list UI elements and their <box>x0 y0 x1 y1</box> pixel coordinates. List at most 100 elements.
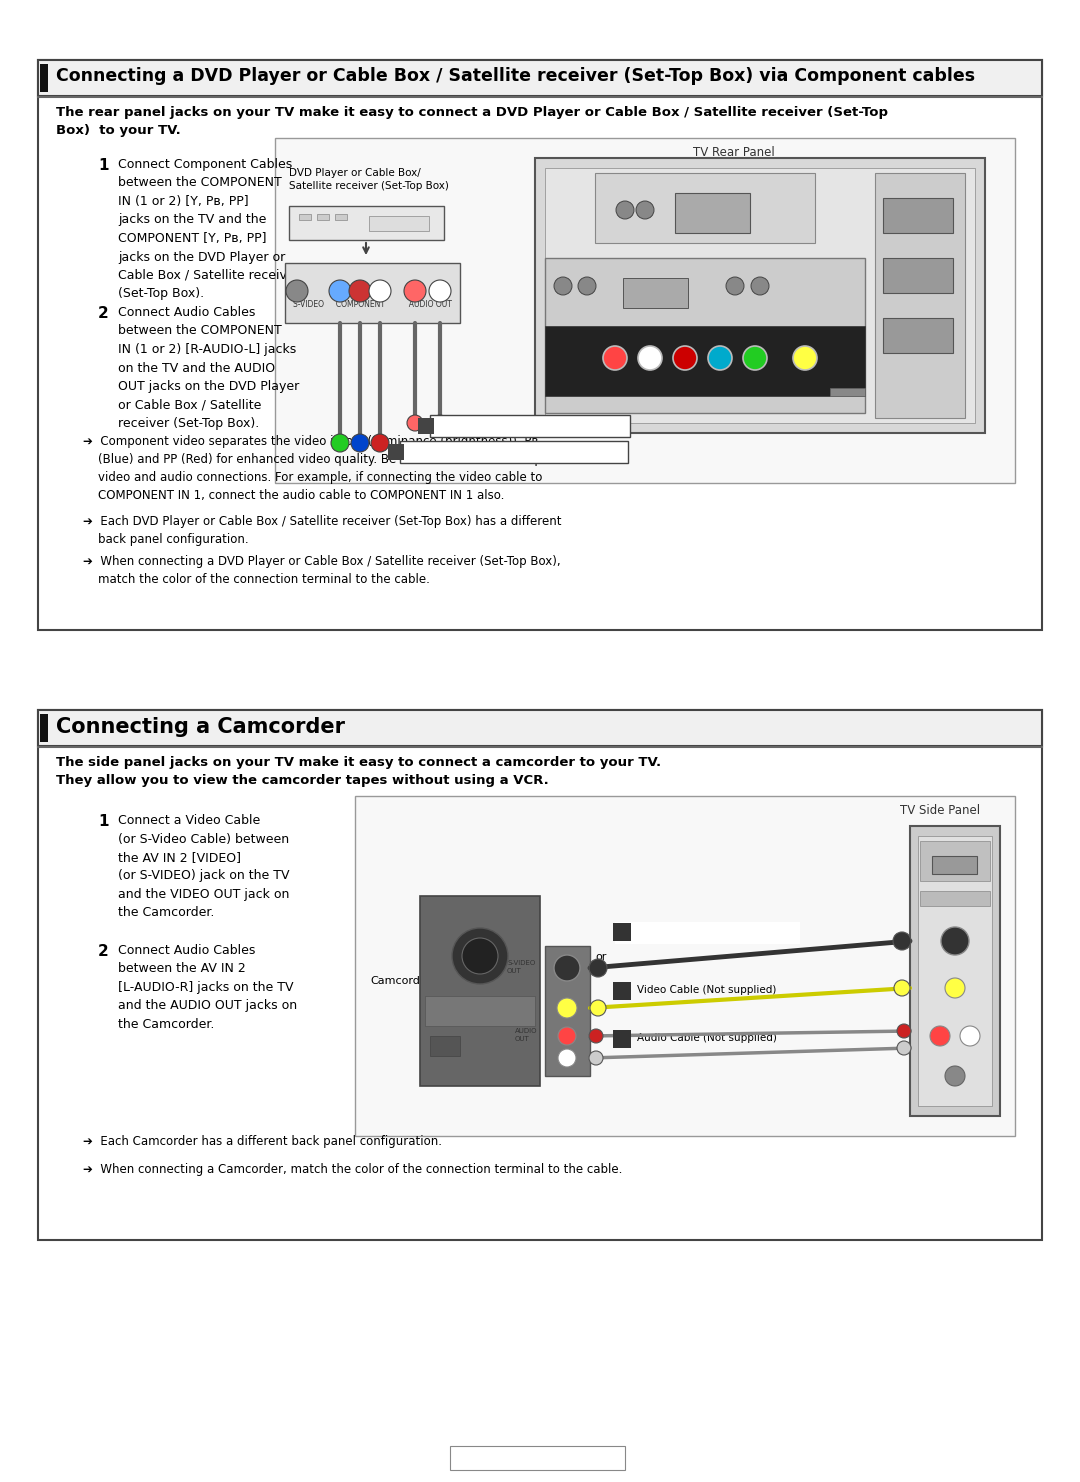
Bar <box>595 173 815 243</box>
Circle shape <box>893 932 912 950</box>
Circle shape <box>726 277 744 295</box>
Text: TV Side Panel: TV Side Panel <box>900 805 980 817</box>
Text: Connecting a Camcorder: Connecting a Camcorder <box>56 717 345 737</box>
Circle shape <box>945 1066 966 1086</box>
Text: Video Cable (Not supplied): Video Cable (Not supplied) <box>637 986 777 994</box>
Bar <box>545 167 975 422</box>
Text: HDMI IN: HDMI IN <box>901 176 939 185</box>
Text: ➔  When connecting a Camcorder, match the color of the connection terminal to th: ➔ When connecting a Camcorder, match the… <box>83 1163 622 1177</box>
Text: R: R <box>437 283 443 289</box>
Text: ➔  Each Camcorder has a different back panel configuration.: ➔ Each Camcorder has a different back pa… <box>83 1135 442 1149</box>
Text: PC IN: PC IN <box>692 176 717 185</box>
Text: 1: 1 <box>619 932 625 943</box>
Text: VIDEO
OUT: VIDEO OUT <box>513 1000 535 1015</box>
Circle shape <box>286 280 308 302</box>
Bar <box>920 840 990 880</box>
Text: 2: 2 <box>98 305 109 322</box>
Text: Connect Component Cables
between the COMPONENT
IN (1 or 2) [Y, Pв, PР]
jacks on : Connect Component Cables between the COM… <box>118 159 300 301</box>
Bar <box>355 796 1015 1137</box>
Text: ➔  Each DVD Player or Cable Box / Satellite receiver (Set-Top Box) has a differe: ➔ Each DVD Player or Cable Box / Satelli… <box>83 516 562 545</box>
Text: S-VIDEO
OUT: S-VIDEO OUT <box>507 960 536 974</box>
Bar <box>883 258 953 293</box>
Bar <box>430 415 630 437</box>
Text: 2: 2 <box>98 944 109 959</box>
Text: S-VIDEO: S-VIDEO <box>941 916 969 922</box>
Circle shape <box>349 280 372 302</box>
Text: The rear panel jacks on your TV make it easy to connect a DVD Player or Cable Bo: The rear panel jacks on your TV make it … <box>56 107 888 136</box>
Circle shape <box>708 345 732 370</box>
Circle shape <box>897 1024 912 1037</box>
Circle shape <box>372 434 389 452</box>
Text: HDMI IN: HDMI IN <box>937 845 973 854</box>
Text: English - 12: English - 12 <box>500 1449 573 1463</box>
Bar <box>285 262 460 323</box>
Text: PB: PB <box>715 344 725 353</box>
Text: TV Rear Panel: TV Rear Panel <box>693 147 774 159</box>
Bar <box>318 213 329 219</box>
Bar <box>535 159 985 433</box>
Text: Connect Audio Cables
between the AV IN 2
[L-AUDIO-R] jacks on the TV
and the AUD: Connect Audio Cables between the AV IN 2… <box>118 944 297 1031</box>
Text: Y: Y <box>753 344 757 353</box>
Bar <box>450 1446 625 1470</box>
Text: The side panel jacks on your TV make it easy to connect a camcorder to your TV.
: The side panel jacks on your TV make it … <box>56 756 661 787</box>
Bar <box>40 714 48 742</box>
Text: Connect Audio Cables
between the COMPONENT
IN (1 or 2) [R-AUDIO-L] jacks
on the : Connect Audio Cables between the COMPONE… <box>118 305 299 430</box>
Text: AUDIO OUT: AUDIO OUT <box>551 265 599 276</box>
Circle shape <box>351 434 369 452</box>
Circle shape <box>930 1026 950 1046</box>
Bar <box>38 710 1042 745</box>
Text: S-Video Cable(Not supplied): S-Video Cable(Not supplied) <box>637 926 783 937</box>
Bar <box>831 388 865 396</box>
Text: Audio Cable (Not supplied): Audio Cable (Not supplied) <box>438 419 578 428</box>
Circle shape <box>589 959 607 977</box>
Bar <box>613 1030 631 1048</box>
Bar <box>883 319 953 353</box>
Text: ➔  When connecting a DVD Player or Cable Box / Satellite receiver (Set-Top Box),: ➔ When connecting a DVD Player or Cable … <box>83 554 561 585</box>
Text: AV IN (HDMI): AV IN (HDMI) <box>727 265 783 276</box>
Text: SERVICE: SERVICE <box>833 399 862 405</box>
Text: AUDIO: AUDIO <box>571 330 598 339</box>
Bar <box>623 279 688 308</box>
Bar <box>289 206 444 240</box>
Text: Connect a Video Cable
(or S-Video Cable) between
the AV IN 2 [VIDEO]
(or S-VIDEO: Connect a Video Cable (or S-Video Cable)… <box>118 814 289 919</box>
Bar <box>918 836 993 1106</box>
Circle shape <box>462 938 498 974</box>
Circle shape <box>558 1049 576 1067</box>
Circle shape <box>404 280 426 302</box>
Text: COMPONENT IN: COMPONENT IN <box>631 330 699 339</box>
Circle shape <box>897 1040 912 1055</box>
Circle shape <box>558 1027 576 1045</box>
Bar <box>615 922 800 944</box>
Circle shape <box>329 280 351 302</box>
Text: 2: 2 <box>619 1039 625 1049</box>
Circle shape <box>554 277 572 295</box>
Circle shape <box>751 277 769 295</box>
Bar <box>335 213 347 219</box>
Circle shape <box>941 928 969 954</box>
Bar <box>675 193 750 233</box>
Bar <box>613 983 631 1000</box>
Text: Connecting a DVD Player or Cable Box / Satellite receiver (Set-Top Box) via Comp: Connecting a DVD Player or Cable Box / S… <box>56 67 975 84</box>
Bar <box>910 825 1000 1116</box>
Text: 1: 1 <box>393 448 400 456</box>
Bar <box>426 996 535 1026</box>
Circle shape <box>589 1029 603 1043</box>
Bar <box>613 923 631 941</box>
Text: S-VIDEO     COMPONENT          AUDIO OUT: S-VIDEO COMPONENT AUDIO OUT <box>293 299 451 310</box>
Text: AUDIO: AUDIO <box>944 1011 967 1017</box>
Text: V: V <box>802 344 808 353</box>
Text: L: L <box>413 283 417 289</box>
Circle shape <box>557 997 577 1018</box>
Bar <box>275 138 1015 483</box>
Text: DVD Player or Cable Box/
Satellite receiver (Set-Top Box): DVD Player or Cable Box/ Satellite recei… <box>289 167 449 191</box>
Circle shape <box>330 434 349 452</box>
Text: AUDIO
OUT: AUDIO OUT <box>515 1029 538 1042</box>
Bar <box>920 891 990 906</box>
Bar <box>38 710 1042 1240</box>
Circle shape <box>407 415 423 431</box>
Circle shape <box>945 978 966 997</box>
Bar <box>545 258 865 413</box>
Text: R: R <box>612 344 618 353</box>
Bar <box>369 216 429 231</box>
Text: 1: 1 <box>98 814 108 828</box>
